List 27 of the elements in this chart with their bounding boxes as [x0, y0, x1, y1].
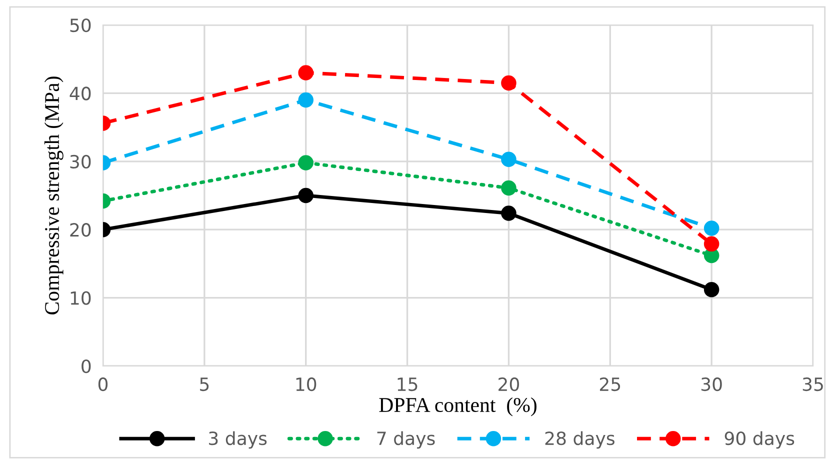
y-tick-label: 10	[70, 291, 91, 305]
point	[501, 206, 516, 221]
y-tick-label: 0	[82, 359, 91, 374]
y-tick-label: 40	[70, 86, 91, 100]
x-tick-label: 10	[296, 377, 316, 392]
y-tick-label: 20	[70, 223, 91, 237]
x-tick-label: 25	[600, 377, 620, 392]
legend-label: 7 days	[377, 431, 435, 449]
y-tick-label: 50	[70, 18, 91, 32]
x-tick-label: 5	[200, 378, 209, 392]
x-tick-label: 30	[701, 377, 722, 392]
legend-label: 90 days	[724, 431, 794, 449]
point	[501, 152, 516, 167]
point	[501, 180, 516, 196]
legend-label: 28 days	[545, 431, 614, 449]
y-tick-label: 30	[70, 154, 91, 169]
x-tick-label: 20	[498, 377, 520, 392]
point	[704, 220, 720, 236]
x-tick-label: 0	[98, 377, 108, 392]
x-tick-label: 35	[802, 377, 823, 392]
y-axis-title: Compressive strength (MPa)	[44, 76, 64, 314]
point	[704, 236, 720, 252]
x-tick-label: 15	[398, 378, 418, 392]
point	[704, 282, 720, 298]
legend-label: 3 days	[209, 431, 267, 449]
point	[501, 75, 516, 91]
x-axis-title: DPFA content (%)	[379, 397, 536, 416]
